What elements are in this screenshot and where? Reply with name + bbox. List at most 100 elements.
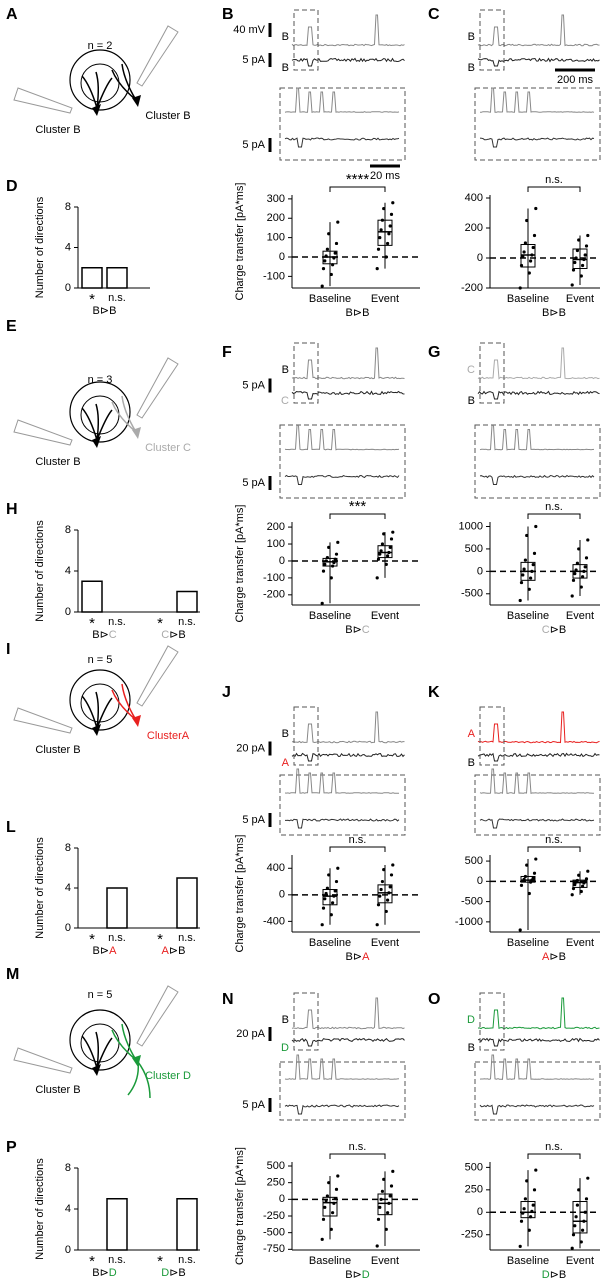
point [333,557,337,561]
box [377,545,393,559]
point [379,228,383,232]
point [577,873,581,877]
point [378,1205,382,1209]
zoom-box [479,992,505,1051]
x-axis-label-part: B [346,951,353,963]
y-tick-label: 4 [65,882,71,894]
x-axis-label-part: C [542,624,550,636]
pipette [136,357,179,419]
group-label-part: ⊳ [100,629,109,641]
x-tick-label: Event [371,293,399,305]
x-tick-label: Event [371,610,399,622]
zoom-box [293,342,319,404]
x-tick-label: * [89,931,95,948]
x-tick-label: Event [371,937,399,949]
point [382,206,386,211]
point [384,1227,388,1231]
point [384,255,388,259]
point [380,542,384,546]
point [586,869,590,873]
trace-label: B [468,31,475,43]
x-tick-label: Baseline [309,293,351,305]
dendrite [81,691,113,729]
y-tick-label: -750 [263,1243,285,1255]
zoom-box [479,706,505,766]
zoom-box [279,424,406,499]
point [334,1187,339,1191]
point [521,254,525,259]
pipette [13,707,73,734]
point [386,1211,390,1215]
y-tick-label: 0 [477,565,483,577]
bar [176,590,198,613]
point [527,587,531,591]
group-label-part: ⊳ [100,1267,109,1279]
point [387,232,391,236]
trace [284,87,400,113]
pipette [136,25,179,87]
point [529,576,533,580]
box [377,1193,393,1216]
x-axis-label-part: C [362,624,370,636]
trace-label: B [468,62,475,74]
scale-label: 5 pA [242,477,265,489]
y-tick-label: 100 [267,538,285,550]
bar [176,877,198,929]
y-tick-label: 0 [65,922,71,934]
point [320,923,324,927]
trace [284,1054,400,1080]
point [388,224,392,228]
point [391,201,395,205]
point [522,250,526,254]
significance-label: n.s. [349,834,367,846]
x-tick-label: Baseline [309,610,351,622]
point [391,530,395,534]
x-axis-label: B⊳C [345,624,370,636]
point [376,1217,381,1221]
zoom-box [474,87,601,161]
point [534,857,538,861]
y-tick-label: -100 [263,270,285,282]
bar [106,1198,128,1251]
y-tick-label: -200 [461,282,483,294]
panel-letter: J [222,684,231,701]
significance-bracket [527,186,581,192]
trace-label: A [468,728,476,740]
y-axis-label: Charge transfer [pA*ms] [234,183,246,301]
group-label-part: C [161,629,169,641]
trace [291,347,405,380]
point [332,894,336,898]
point [584,1197,589,1201]
y-tick-label: -400 [263,915,285,927]
point [584,556,589,560]
point [579,274,583,278]
point [570,283,574,287]
point [530,569,534,573]
point [581,575,585,579]
dendrite [111,395,137,433]
x-tick-label: Event [566,293,594,305]
trace [479,768,595,794]
trace-label: A [282,757,290,769]
x-axis-label-part: ⊳ [353,1269,362,1280]
significance-label: n.s. [545,1141,563,1153]
trace-label: C [467,364,475,376]
trace-label: B [282,31,289,43]
point [532,551,537,556]
trace [477,997,600,1030]
scale-label: 20 ms [370,170,400,182]
point [327,1181,331,1185]
scale-label: 5 pA [242,1099,265,1111]
panel-letter: D [6,178,18,195]
x-tick-label: * [157,931,163,948]
x-tick-label: * [89,291,95,308]
group-label: B⊳D [92,1267,117,1279]
cluster-label: Cluster B [35,456,80,468]
point [582,1219,586,1223]
point [386,554,390,558]
zoom-box [479,342,505,404]
group-label: B⊳C [92,629,117,641]
scale-label: 5 pA [242,139,265,151]
point [525,533,529,538]
dendrite [81,1031,113,1069]
